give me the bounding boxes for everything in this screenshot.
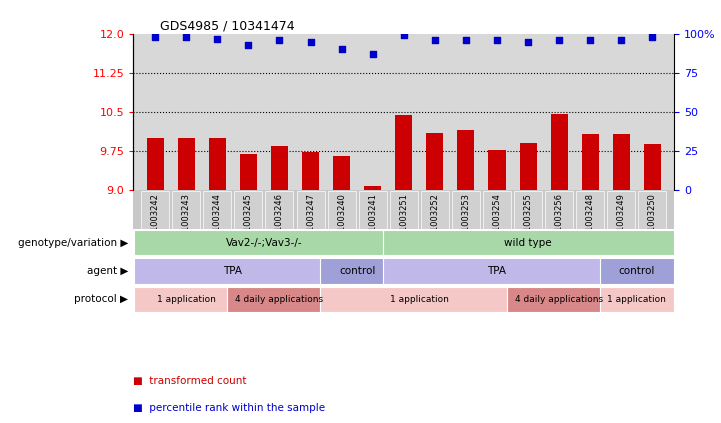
Bar — [333, 157, 350, 190]
Text: GSM1003242: GSM1003242 — [151, 193, 159, 249]
Bar — [240, 154, 257, 190]
Point — [305, 38, 317, 45]
Bar — [426, 133, 443, 190]
FancyBboxPatch shape — [638, 192, 666, 244]
FancyBboxPatch shape — [234, 192, 262, 244]
Text: control: control — [339, 266, 376, 276]
Text: agent ▶: agent ▶ — [87, 266, 128, 276]
Bar — [551, 114, 567, 190]
FancyBboxPatch shape — [514, 192, 542, 244]
Bar — [271, 146, 288, 190]
Text: GSM1003245: GSM1003245 — [244, 193, 253, 249]
Text: GSM1003244: GSM1003244 — [213, 193, 222, 249]
FancyBboxPatch shape — [421, 192, 449, 244]
Point — [522, 38, 534, 45]
Text: GSM1003243: GSM1003243 — [182, 193, 191, 249]
Text: GSM1003240: GSM1003240 — [337, 193, 346, 249]
Point — [429, 37, 441, 44]
Text: 1 application: 1 application — [390, 295, 448, 304]
Bar — [320, 287, 518, 312]
Bar — [457, 130, 474, 190]
FancyBboxPatch shape — [607, 192, 635, 244]
Text: ■  transformed count: ■ transformed count — [133, 376, 247, 386]
Point — [585, 37, 596, 44]
Point — [242, 41, 254, 48]
Text: 1 application: 1 application — [607, 295, 666, 304]
Text: TPA: TPA — [224, 266, 242, 276]
FancyBboxPatch shape — [576, 192, 604, 244]
Text: GSM1003246: GSM1003246 — [275, 193, 284, 249]
Text: wild type: wild type — [504, 238, 552, 247]
FancyBboxPatch shape — [265, 192, 293, 244]
Text: 4 daily applications: 4 daily applications — [235, 295, 324, 304]
Bar — [488, 150, 505, 190]
FancyBboxPatch shape — [390, 192, 417, 244]
Point — [180, 33, 192, 40]
FancyBboxPatch shape — [545, 192, 573, 244]
Text: GSM1003254: GSM1003254 — [492, 193, 502, 249]
Point — [274, 37, 286, 44]
Bar — [302, 152, 319, 190]
Bar — [364, 186, 381, 190]
Point — [554, 37, 565, 44]
Point — [149, 33, 161, 40]
Bar — [134, 287, 239, 312]
Bar — [383, 230, 673, 255]
Bar — [320, 258, 394, 283]
Bar — [134, 258, 332, 283]
Text: GSM1003248: GSM1003248 — [585, 193, 595, 249]
FancyBboxPatch shape — [359, 192, 386, 244]
Text: Vav2-/-;Vav3-/-: Vav2-/-;Vav3-/- — [226, 238, 302, 247]
Text: GSM1003255: GSM1003255 — [523, 193, 533, 249]
Text: GSM1003256: GSM1003256 — [554, 193, 564, 249]
Bar — [582, 134, 598, 190]
Bar — [227, 287, 332, 312]
Point — [460, 37, 472, 44]
Bar — [395, 115, 412, 190]
Bar — [209, 138, 226, 190]
Text: genotype/variation ▶: genotype/variation ▶ — [17, 238, 128, 247]
Point — [336, 46, 348, 53]
FancyBboxPatch shape — [296, 192, 324, 244]
Text: protocol ▶: protocol ▶ — [74, 294, 128, 304]
Point — [491, 37, 503, 44]
Text: GSM1003253: GSM1003253 — [461, 193, 470, 249]
Bar — [146, 138, 164, 190]
FancyBboxPatch shape — [172, 192, 200, 244]
Bar — [644, 144, 661, 190]
Point — [211, 35, 223, 42]
Bar — [177, 138, 195, 190]
Bar — [600, 287, 673, 312]
Bar — [520, 143, 536, 190]
Text: 1 application: 1 application — [156, 295, 216, 304]
Bar — [134, 230, 394, 255]
FancyBboxPatch shape — [141, 192, 169, 244]
Text: GSM1003251: GSM1003251 — [399, 193, 408, 249]
Point — [398, 32, 410, 39]
Text: GDS4985 / 10341474: GDS4985 / 10341474 — [160, 20, 295, 33]
Text: ■  percentile rank within the sample: ■ percentile rank within the sample — [133, 403, 325, 413]
FancyBboxPatch shape — [203, 192, 231, 244]
Point — [367, 51, 379, 58]
FancyBboxPatch shape — [452, 192, 480, 244]
Text: TPA: TPA — [487, 266, 506, 276]
Point — [616, 37, 627, 44]
Text: GSM1003247: GSM1003247 — [306, 193, 315, 249]
FancyBboxPatch shape — [327, 192, 355, 244]
Text: GSM1003252: GSM1003252 — [430, 193, 439, 249]
Text: GSM1003249: GSM1003249 — [616, 193, 626, 249]
Point — [647, 33, 658, 40]
Bar — [383, 258, 611, 283]
Text: GSM1003250: GSM1003250 — [648, 193, 657, 249]
Text: 4 daily applications: 4 daily applications — [515, 295, 603, 304]
FancyBboxPatch shape — [483, 192, 511, 244]
Bar — [600, 258, 673, 283]
Text: control: control — [619, 266, 655, 276]
Bar — [613, 134, 630, 190]
Bar — [507, 287, 611, 312]
Text: GSM1003241: GSM1003241 — [368, 193, 377, 249]
